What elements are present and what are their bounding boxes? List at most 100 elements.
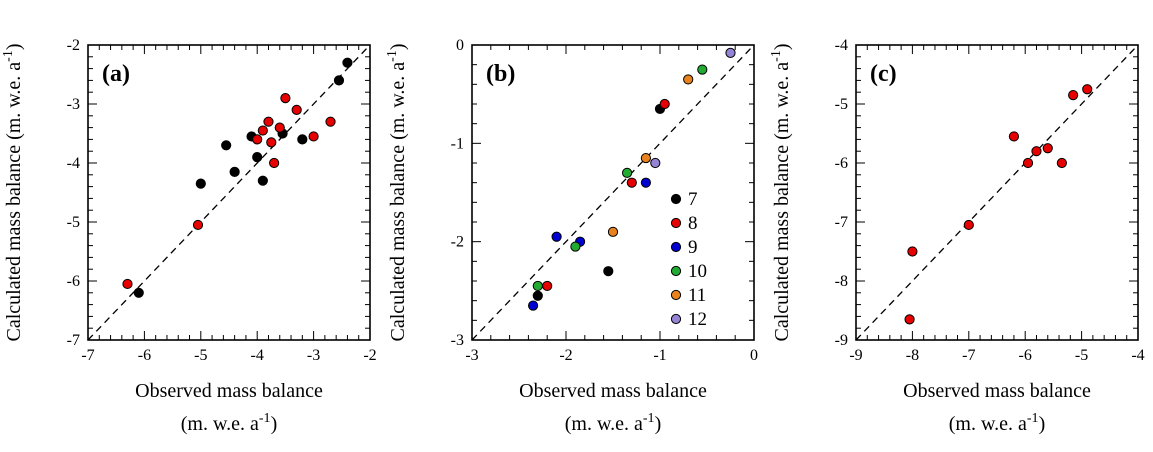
y-tick-label: -7 — [67, 332, 80, 349]
x-axis-title: Observed mass balance — [903, 380, 1091, 402]
legend-dot — [670, 289, 682, 301]
y-tick-label: 0 — [456, 37, 464, 54]
data-point — [195, 178, 206, 189]
x-tick-label: -6 — [1019, 347, 1032, 364]
data-point — [607, 226, 619, 237]
data-point — [725, 47, 736, 58]
data-point — [650, 157, 661, 169]
data-point — [257, 125, 268, 136]
legend-dot — [670, 313, 682, 325]
y-tick-label: -6 — [835, 155, 848, 172]
data-point — [528, 300, 539, 311]
identity-line — [87, 44, 371, 341]
data-point — [603, 266, 614, 277]
legend-label: 11 — [688, 285, 706, 306]
data-point — [683, 74, 694, 85]
data-point — [291, 104, 302, 116]
x-tick-label: -4 — [251, 347, 264, 364]
series-red — [904, 84, 1093, 325]
x-tick-label: -7 — [81, 347, 94, 364]
series-red — [122, 93, 336, 290]
data-point — [274, 122, 285, 133]
data-point — [266, 137, 277, 148]
axis-ticks — [87, 44, 371, 341]
y-axis-title: Calculated mass balance (m. w.e. a-1) — [385, 43, 409, 341]
axis-ticks — [855, 44, 1139, 341]
data-point — [1056, 157, 1067, 169]
data-point — [1031, 146, 1042, 157]
data-point — [532, 280, 543, 292]
y-tick-label: -5 — [67, 214, 80, 231]
data-point — [229, 166, 240, 177]
y-axis-title: Calculated mass balance (m. w.e. a-1) — [769, 43, 793, 341]
data-point — [252, 152, 263, 163]
data-point — [640, 152, 651, 164]
panel-c: -9 -8 -7 -6 -5 -4 -9 -8 -7 -6 -5 -4 (c) Observed mass… — [769, 37, 1145, 435]
panel-label: (a) — [102, 61, 130, 87]
x-tick-label: -4 — [1131, 347, 1144, 364]
axis-ticks — [471, 44, 755, 341]
data-point — [308, 131, 319, 142]
data-point — [252, 134, 263, 145]
data-point — [904, 314, 915, 325]
series-9 — [528, 177, 651, 311]
y-tick-label: -6 — [67, 273, 80, 290]
panel-label: (c) — [870, 61, 897, 87]
x-tick-label: -1 — [653, 347, 666, 364]
data-point — [280, 93, 291, 104]
series-8 — [542, 98, 670, 292]
y-tick-label: -5 — [835, 96, 848, 113]
legend-label: 7 — [688, 189, 698, 210]
legend-dot — [670, 241, 682, 253]
series-12 — [650, 47, 736, 169]
y-tick-label: -8 — [835, 273, 848, 290]
legend: 7 8 9 10 11 12 — [670, 189, 707, 330]
data-point — [269, 157, 280, 169]
data-point — [963, 219, 974, 231]
x-tick-label: -9 — [849, 347, 862, 364]
legend-label: 8 — [688, 213, 698, 234]
y-tick-label: -4 — [835, 37, 848, 54]
data-point — [342, 57, 353, 68]
data-point — [622, 167, 633, 178]
data-point — [659, 98, 670, 110]
y-tick-label: -4 — [67, 155, 80, 172]
x-tick-label: -8 — [906, 347, 919, 364]
series-11 — [607, 74, 694, 237]
x-axis-title: Observed mass balance — [135, 380, 323, 402]
x-tick-label: -7 — [962, 347, 975, 364]
legend-dot — [670, 193, 682, 205]
data-point — [697, 64, 708, 75]
plot-frame — [855, 44, 1139, 341]
legend-dot — [670, 265, 682, 277]
series-10 — [532, 64, 708, 292]
data-point — [263, 116, 274, 127]
y-tick-label: -3 — [67, 96, 80, 113]
y-tick-label: -1 — [451, 135, 464, 152]
data-point — [192, 219, 204, 231]
y-axis-title: Calculated mass balance (m. w.e. a-1) — [1, 43, 25, 341]
x-axis-title: Observed mass balance — [519, 380, 707, 402]
data-point — [333, 75, 345, 86]
data-point — [221, 140, 232, 151]
data-point — [257, 175, 268, 186]
data-point — [640, 177, 651, 188]
data-point — [1022, 157, 1034, 169]
y-tick-label: -2 — [451, 234, 464, 251]
data-point — [1042, 143, 1053, 154]
panel-a: -7 -6 -5 -4 -3 -2 -7 -6 -5 -4 -3 -2 (a) Observed mass… — [1, 37, 377, 435]
x-tick-label: -5 — [1075, 347, 1088, 364]
x-axis-unit: (m. w.e. a-1) — [181, 411, 277, 435]
y-tick-label: -9 — [835, 332, 848, 349]
y-tick-label: -7 — [835, 214, 848, 231]
series-7 — [532, 103, 666, 301]
x-tick-label: -6 — [138, 347, 151, 364]
x-tick-label: -3 — [307, 347, 320, 364]
y-tick-label: -3 — [451, 332, 464, 349]
tick-labels: -3 -2 -1 0 -3 -2 -1 0 — [451, 37, 758, 364]
data-point — [325, 116, 336, 127]
x-tick-label: -2 — [559, 347, 572, 364]
plot-frame — [471, 44, 755, 341]
data-point — [551, 231, 562, 242]
